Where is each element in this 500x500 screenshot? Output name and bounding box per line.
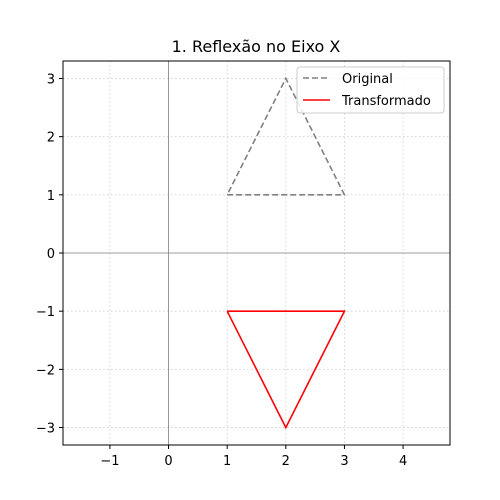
- x-tick-label: 2: [282, 454, 290, 469]
- legend-label-original: Original: [342, 72, 393, 87]
- legend: Original Transformado: [297, 67, 444, 113]
- chart-title: 1. Reflexão no Eixo X: [172, 37, 341, 56]
- x-tick-label: 4: [399, 454, 407, 469]
- x-tick-label: 3: [340, 454, 348, 469]
- y-tick-label: 3: [47, 72, 55, 87]
- x-tick-label: 0: [164, 454, 172, 469]
- zero-axis-lines: [63, 61, 450, 445]
- x-tick-label: −1: [100, 454, 119, 469]
- y-tick-label: −1: [36, 305, 55, 320]
- y-tick-label: −2: [36, 363, 55, 378]
- y-tick-label: 1: [47, 189, 55, 204]
- x-tick-label: 1: [223, 454, 231, 469]
- y-tick-label: 0: [47, 247, 55, 262]
- legend-label-transformado: Transformado: [341, 94, 431, 109]
- y-tick-label: −3: [36, 422, 55, 437]
- y-tick-label: 2: [47, 131, 55, 146]
- ticks: −1 0 1 2 3 4 −3 −2 −1 0 1 2 3: [36, 72, 407, 469]
